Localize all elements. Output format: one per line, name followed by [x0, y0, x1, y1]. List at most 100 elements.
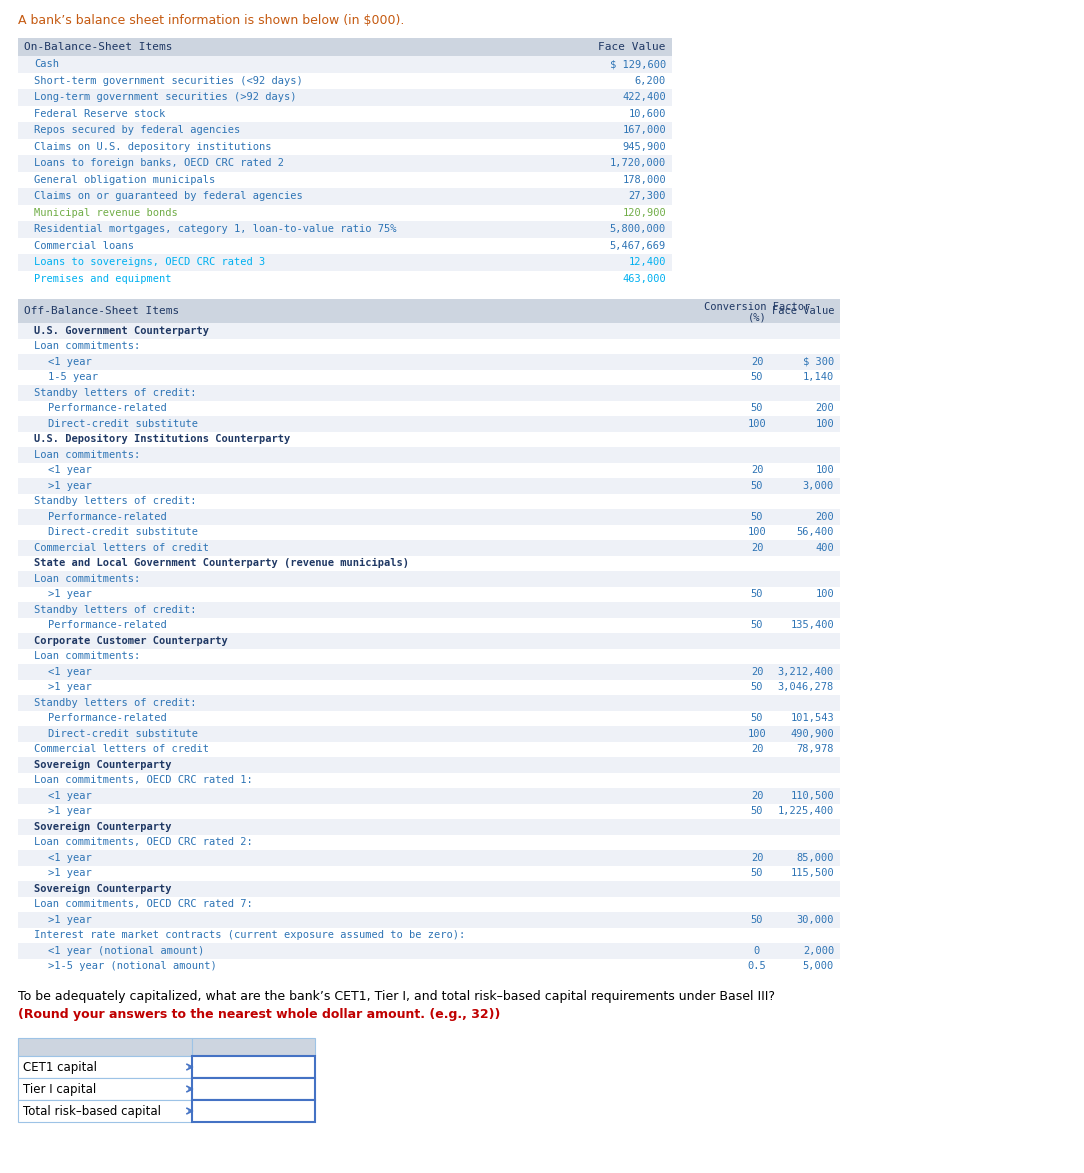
Text: Face Value: Face Value [772, 306, 834, 316]
Bar [18, 664, 840, 679]
Text: General obligation municipals: General obligation municipals [34, 175, 216, 185]
Text: <1 year (notional amount): <1 year (notional amount) [48, 945, 204, 956]
Text: 115,500: 115,500 [790, 868, 834, 879]
Bar [18, 271, 672, 287]
Text: 490,900: 490,900 [790, 728, 834, 739]
Text: 50: 50 [751, 511, 763, 522]
Text: 3,000: 3,000 [803, 481, 834, 490]
Text: To be adequately capitalized, what are the bank’s CET1, Tier I, and total risk–b: To be adequately capitalized, what are t… [18, 990, 775, 1003]
Text: 56,400: 56,400 [797, 527, 834, 537]
Text: CET1 capital: CET1 capital [23, 1060, 96, 1073]
Text: 110,500: 110,500 [790, 791, 834, 801]
Text: Residential mortgages, category 1, loan-to-value ratio 75%: Residential mortgages, category 1, loan-… [34, 224, 397, 235]
Bar [18, 694, 840, 711]
Bar [18, 958, 840, 974]
Text: U.S. Depository Institutions Counterparty: U.S. Depository Institutions Counterpart… [34, 434, 291, 445]
Text: 100: 100 [748, 419, 766, 429]
Bar [18, 928, 840, 943]
Text: 20: 20 [751, 853, 763, 863]
Bar [18, 122, 672, 138]
Text: Premises and equipment: Premises and equipment [34, 273, 171, 284]
Text: Corporate Customer Counterparty: Corporate Customer Counterparty [34, 636, 228, 646]
Text: 120,900: 120,900 [622, 208, 666, 218]
Bar [18, 850, 840, 866]
Bar [18, 1078, 192, 1100]
Bar [18, 788, 840, 804]
Text: Long-term government securities (>92 days): Long-term government securities (>92 day… [34, 93, 297, 102]
Bar [18, 679, 840, 694]
Text: 945,900: 945,900 [622, 142, 666, 151]
Text: $ 129,600: $ 129,600 [609, 60, 666, 69]
Bar [18, 726, 840, 741]
Text: Sovereign Counterparty: Sovereign Counterparty [34, 760, 171, 769]
Text: 50: 50 [751, 481, 763, 490]
Text: 400: 400 [815, 543, 834, 552]
Text: 1,140: 1,140 [803, 372, 834, 382]
Bar [18, 38, 672, 56]
Bar [18, 221, 672, 237]
Text: $ 300: $ 300 [803, 357, 834, 367]
Bar [192, 1038, 315, 1056]
Text: <1 year: <1 year [48, 466, 92, 475]
Bar [18, 494, 840, 509]
Text: >1 year: >1 year [48, 915, 92, 924]
Text: On-Balance-Sheet Items: On-Balance-Sheet Items [24, 42, 172, 52]
Bar [18, 416, 840, 432]
Text: 20: 20 [751, 357, 763, 367]
Text: Conversion Factor: Conversion Factor [704, 301, 810, 312]
Bar [18, 400, 840, 416]
Text: 20: 20 [751, 791, 763, 801]
Text: 463,000: 463,000 [622, 273, 666, 284]
Text: 101,543: 101,543 [790, 713, 834, 724]
Text: 1-5 year: 1-5 year [48, 372, 98, 382]
Bar [18, 89, 672, 106]
Text: 78,978: 78,978 [797, 744, 834, 754]
Text: 100: 100 [748, 728, 766, 739]
Bar [18, 106, 672, 122]
Text: 100: 100 [815, 589, 834, 599]
Bar [18, 188, 672, 204]
Text: 30,000: 30,000 [797, 915, 834, 924]
Text: Sovereign Counterparty: Sovereign Counterparty [34, 822, 171, 832]
Text: 50: 50 [751, 713, 763, 724]
Bar [18, 299, 840, 323]
Text: 422,400: 422,400 [622, 93, 666, 102]
Bar [192, 1100, 315, 1123]
Text: 178,000: 178,000 [622, 175, 666, 185]
Text: 50: 50 [751, 589, 763, 599]
Bar [18, 1056, 192, 1078]
Text: Performance-related: Performance-related [48, 511, 167, 522]
Text: Performance-related: Performance-related [48, 621, 167, 630]
Text: Performance-related: Performance-related [48, 404, 167, 413]
Text: 20: 20 [751, 543, 763, 552]
Text: 0: 0 [753, 945, 760, 956]
Text: 50: 50 [751, 621, 763, 630]
Bar [192, 1056, 315, 1078]
Text: Loan commitments, OECD CRC rated 1:: Loan commitments, OECD CRC rated 1: [34, 775, 253, 785]
Text: 50: 50 [751, 372, 763, 382]
Text: 200: 200 [815, 404, 834, 413]
Text: 3,046,278: 3,046,278 [777, 683, 834, 692]
Bar [18, 741, 840, 757]
Bar [18, 237, 672, 255]
Text: 2,000: 2,000 [803, 945, 834, 956]
Text: >1 year: >1 year [48, 868, 92, 879]
Bar [18, 804, 840, 819]
Text: Federal Reserve stock: Federal Reserve stock [34, 109, 165, 118]
Bar [18, 462, 840, 479]
Bar [18, 479, 840, 494]
Bar [18, 204, 672, 221]
Bar [18, 711, 840, 726]
Text: State and Local Government Counterparty (revenue municipals): State and Local Government Counterparty … [34, 558, 409, 568]
Text: Cash: Cash [34, 60, 59, 69]
Text: 85,000: 85,000 [797, 853, 834, 863]
Bar [18, 757, 840, 773]
Text: >1 year: >1 year [48, 806, 92, 816]
Text: Interest rate market contracts (current exposure assumed to be zero):: Interest rate market contracts (current … [34, 930, 465, 941]
Bar [18, 385, 840, 400]
Text: Repos secured by federal agencies: Repos secured by federal agencies [34, 126, 241, 135]
Text: >1 year: >1 year [48, 683, 92, 692]
Bar [18, 773, 840, 788]
Text: Commercial letters of credit: Commercial letters of credit [34, 744, 209, 754]
Text: 100: 100 [815, 419, 834, 429]
